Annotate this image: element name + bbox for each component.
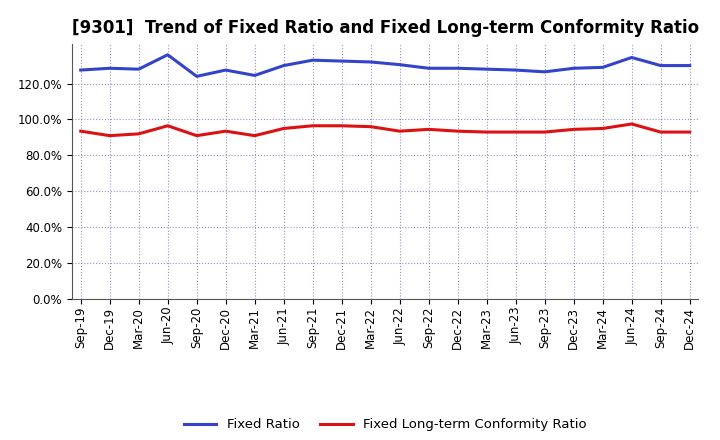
Fixed Ratio	[192, 74, 201, 79]
Legend: Fixed Ratio, Fixed Long-term Conformity Ratio: Fixed Ratio, Fixed Long-term Conformity …	[179, 413, 592, 436]
Fixed Long-term Conformity Ratio	[598, 126, 607, 131]
Fixed Ratio	[135, 66, 143, 72]
Fixed Long-term Conformity Ratio	[135, 131, 143, 136]
Fixed Long-term Conformity Ratio	[454, 128, 462, 134]
Fixed Long-term Conformity Ratio	[279, 126, 288, 131]
Fixed Ratio	[308, 58, 317, 63]
Fixed Ratio	[511, 67, 520, 73]
Fixed Ratio	[454, 66, 462, 71]
Fixed Long-term Conformity Ratio	[338, 123, 346, 128]
Fixed Ratio	[251, 73, 259, 78]
Fixed Long-term Conformity Ratio	[685, 129, 694, 135]
Fixed Long-term Conformity Ratio	[395, 128, 404, 134]
Fixed Ratio	[685, 63, 694, 68]
Fixed Long-term Conformity Ratio	[657, 129, 665, 135]
Fixed Ratio	[657, 63, 665, 68]
Fixed Ratio	[598, 65, 607, 70]
Fixed Long-term Conformity Ratio	[482, 129, 491, 135]
Fixed Long-term Conformity Ratio	[570, 127, 578, 132]
Fixed Ratio	[541, 69, 549, 74]
Fixed Long-term Conformity Ratio	[76, 128, 85, 134]
Fixed Long-term Conformity Ratio	[308, 123, 317, 128]
Fixed Long-term Conformity Ratio	[221, 128, 230, 134]
Fixed Long-term Conformity Ratio	[192, 133, 201, 138]
Fixed Long-term Conformity Ratio	[105, 133, 114, 138]
Title: [9301]  Trend of Fixed Ratio and Fixed Long-term Conformity Ratio: [9301] Trend of Fixed Ratio and Fixed Lo…	[71, 19, 699, 37]
Fixed Ratio	[366, 59, 375, 65]
Fixed Long-term Conformity Ratio	[511, 129, 520, 135]
Line: Fixed Long-term Conformity Ratio: Fixed Long-term Conformity Ratio	[81, 124, 690, 136]
Fixed Long-term Conformity Ratio	[163, 123, 172, 128]
Fixed Ratio	[570, 66, 578, 71]
Fixed Long-term Conformity Ratio	[627, 121, 636, 127]
Fixed Long-term Conformity Ratio	[541, 129, 549, 135]
Fixed Ratio	[424, 66, 433, 71]
Fixed Ratio	[105, 66, 114, 71]
Fixed Ratio	[163, 52, 172, 58]
Fixed Ratio	[76, 67, 85, 73]
Line: Fixed Ratio: Fixed Ratio	[81, 55, 690, 77]
Fixed Ratio	[482, 66, 491, 72]
Fixed Long-term Conformity Ratio	[366, 124, 375, 129]
Fixed Ratio	[338, 59, 346, 64]
Fixed Ratio	[395, 62, 404, 67]
Fixed Long-term Conformity Ratio	[424, 127, 433, 132]
Fixed Ratio	[627, 55, 636, 60]
Fixed Ratio	[279, 63, 288, 68]
Fixed Ratio	[221, 67, 230, 73]
Fixed Long-term Conformity Ratio	[251, 133, 259, 138]
